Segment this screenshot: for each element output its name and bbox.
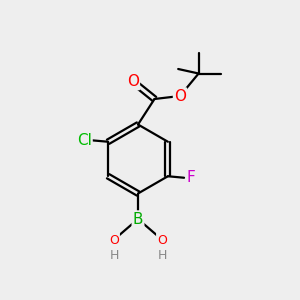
Text: H: H xyxy=(109,249,119,262)
Text: Cl: Cl xyxy=(77,133,92,148)
Text: F: F xyxy=(187,170,195,185)
Text: O: O xyxy=(127,74,139,89)
Text: O: O xyxy=(174,88,186,104)
Text: O: O xyxy=(157,233,167,247)
Text: O: O xyxy=(109,233,119,247)
Text: B: B xyxy=(133,212,143,226)
Text: H: H xyxy=(157,249,167,262)
